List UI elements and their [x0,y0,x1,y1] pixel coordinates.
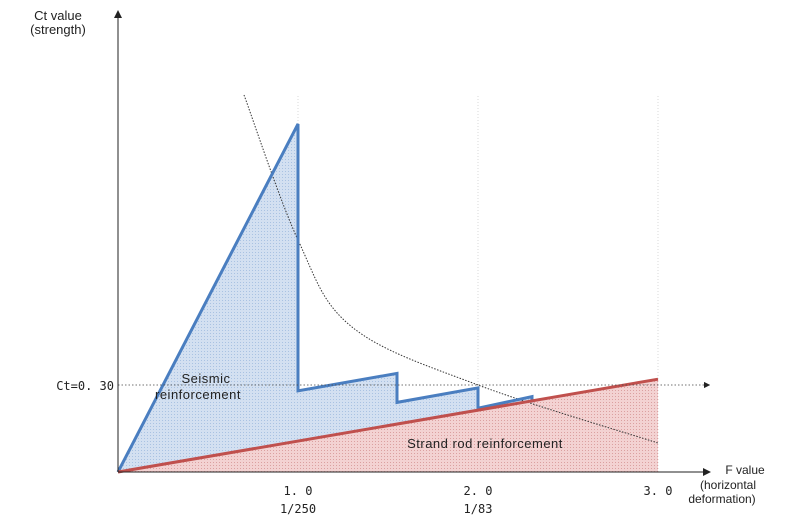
x-tick-sub-0: 1/250 [280,502,316,516]
series-lines [116,123,659,474]
x-axis-label-3: deformation) [688,492,755,506]
x-ticks: 1. 0 1/250 2. 0 1/83 3. 0 [280,484,673,516]
series-areas [118,124,658,472]
seismic-line [116,123,534,473]
x-tick-label-0: 1. 0 [284,484,313,498]
seismic-area [118,124,532,472]
ref-label: Ct=0. 30 [56,379,114,393]
dotted-curve [243,94,659,444]
x-axis-label-1: F value [725,463,765,477]
x-axis-label-2: (horizontal [700,478,756,492]
x-tick-label-2: 3. 0 [644,484,673,498]
seismic-label-1: Seismic [181,371,230,386]
y-axis-label-2: (strength) [30,22,86,37]
x-tick-sub-1: 1/83 [464,502,493,516]
x-tick-label-1: 2. 0 [464,484,493,498]
strand-label: Strand rod reinforcement [407,436,563,451]
y-axis-label-1: Ct value [34,8,82,23]
seismic-label-2: reinforcement [155,387,241,402]
strand-line [117,377,659,474]
